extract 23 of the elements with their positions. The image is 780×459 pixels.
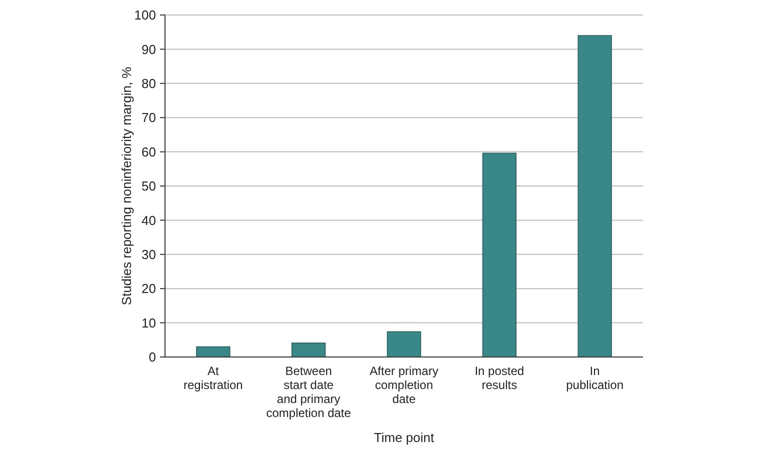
y-axis-title: Studies reporting noninferiority margin, % (119, 66, 134, 306)
x-tick-label: At registration (183, 364, 243, 392)
y-tick-label: 20 (142, 281, 156, 296)
x-tick-label: In posted results (474, 364, 524, 392)
y-tick-label: 0 (148, 350, 156, 365)
y-tick-label: 80 (142, 76, 156, 91)
bar (196, 346, 230, 358)
y-tick-label: 50 (142, 178, 156, 194)
x-tick-label: After primary completion date (370, 364, 438, 406)
y-tick-label: 90 (142, 42, 156, 57)
y-tick-label: 30 (142, 246, 156, 262)
bar (386, 331, 422, 358)
bar (482, 152, 517, 358)
x-axis-title: Time point (374, 430, 434, 445)
y-tick-label: 70 (142, 110, 156, 126)
y-tick-label: 10 (142, 315, 156, 330)
y-tick-label: 40 (142, 212, 156, 228)
y-tick-label: 60 (142, 144, 156, 160)
bar (291, 342, 326, 358)
bar (578, 35, 612, 358)
y-tick-label: 100 (134, 8, 156, 23)
x-tick-label: Between start date and primary completion date (266, 364, 352, 420)
x-tick-label: In publication (566, 364, 624, 392)
